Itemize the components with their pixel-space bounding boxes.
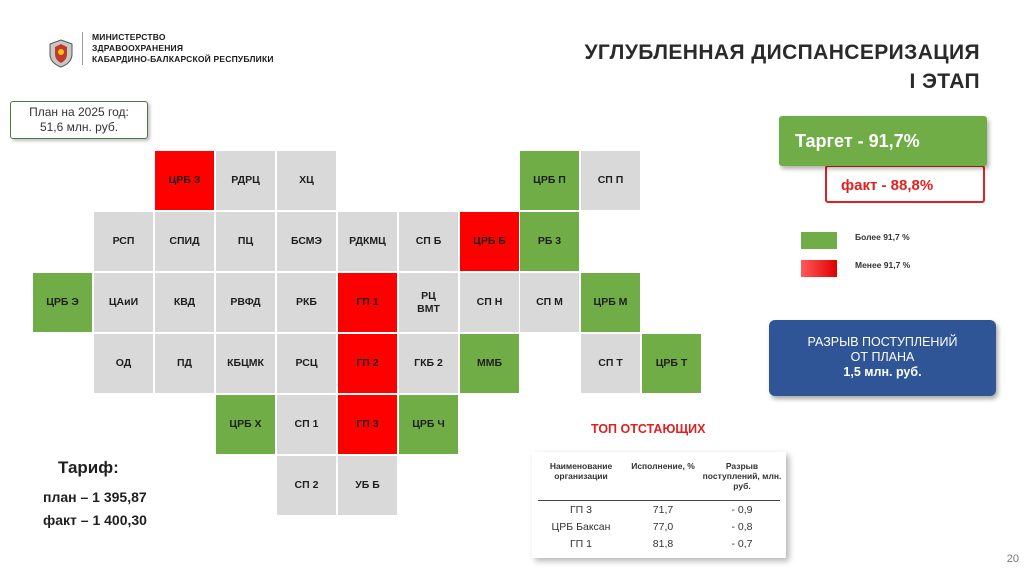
org-cell: ГП 3	[338, 395, 397, 454]
org-cell: ГП 1	[338, 273, 397, 332]
org-cell: ЦРБ Э	[33, 273, 92, 332]
ministry-line-3: КАБАРДИНО-БАЛКАРСКОЙ РЕСПУБЛИКИ	[92, 54, 274, 64]
table-cell-org: ЦРБ Баксан	[551, 521, 611, 533]
org-cell: ЦРБ П	[520, 151, 579, 210]
org-cell: РСЦ	[277, 334, 336, 393]
gap-value: 1,5 млн. руб.	[843, 365, 922, 379]
table-header-org: Наименование организации	[549, 461, 613, 481]
plan-box: План на 2025 год: 51,6 млн. руб.	[10, 101, 148, 139]
org-cell: ЦРБ М	[581, 273, 640, 332]
org-cell: РСП	[94, 212, 153, 271]
org-cell: РДРЦ	[216, 151, 275, 210]
org-cell: СП Н	[460, 273, 519, 332]
org-cell: РКБ	[277, 273, 336, 332]
org-cell: ЦРБ З	[155, 151, 214, 210]
top-lagging-title: ТОП ОТСТАЮЩИХ	[591, 422, 706, 436]
org-cell: КБЦМК	[216, 334, 275, 393]
org-cell: ЦАиИ	[94, 273, 153, 332]
table-cell-gap: - 0,7	[731, 538, 753, 550]
org-cell: БСМЭ	[277, 212, 336, 271]
table-cell-percent: 81,8	[652, 538, 674, 550]
org-cell: РБ 3	[520, 212, 579, 271]
org-cell: ПД	[155, 334, 214, 393]
org-cell: КВД	[155, 273, 214, 332]
tariff-plan: план – 1 395,87	[43, 489, 147, 505]
ministry-line-2: ЗДРАВООХРАНЕНИЯ	[92, 43, 184, 53]
table-cell-org: ГП 3	[570, 504, 592, 516]
org-cell: УБ Б	[338, 456, 397, 515]
org-cell: ОД	[94, 334, 153, 393]
ministry-name: МИНИСТЕРСТВО ЗДРАВООХРАНЕНИЯ КАБАРДИНО-Б…	[82, 32, 282, 65]
org-cell: СП Т	[581, 334, 640, 393]
table-cell-percent: 77,0	[652, 521, 674, 533]
gap-line-2: ОТ ПЛАНА	[850, 350, 915, 364]
org-cell: СП 1	[277, 395, 336, 454]
fact-box: факт - 88,8%	[825, 165, 985, 203]
org-cell: ГКБ 2	[399, 334, 458, 393]
table-header-percent: Исполнение, %	[631, 461, 695, 471]
org-cell: ГП 2	[338, 334, 397, 393]
org-cell: ХЦ	[277, 151, 336, 210]
top-lagging-table: Наименование организации Исполнение, % Р…	[532, 452, 786, 558]
org-cell: ЦРБ Б	[460, 212, 519, 271]
coat-of-arms-logo	[49, 39, 73, 68]
org-cell: СП П	[581, 151, 640, 210]
legend-swatch-red	[801, 260, 837, 277]
org-cell: СП М	[520, 273, 579, 332]
table-cell-percent: 71,7	[652, 504, 674, 516]
org-cell: ЦРБ Х	[216, 395, 275, 454]
gap-line-1: РАЗРЫВ ПОСТУПЛЕНИЙ	[807, 335, 958, 349]
table-cell-gap: - 0,8	[731, 521, 753, 533]
page-title-line-1: УГЛУБЛЕННАЯ ДИСПАНСЕРИЗАЦИЯ	[584, 41, 980, 64]
ministry-line-1: МИНИСТЕРСТВО	[92, 32, 166, 42]
org-cell: СП Б	[399, 212, 458, 271]
page-number: 20	[1006, 553, 1019, 565]
legend-label-above: Более 91,7 %	[855, 232, 910, 242]
page-title: УГЛУБЛЕННАЯ ДИСПАНСЕРИЗАЦИЯ I ЭТАП	[584, 38, 980, 96]
target-box: Таргет - 91,7%	[779, 116, 987, 166]
org-cell: ЦРБ Ч	[399, 395, 458, 454]
legend-label-below: Менее 91,7 %	[855, 260, 911, 270]
fact-label: факт - 88,8%	[841, 177, 934, 194]
tariff-heading: Тариф:	[58, 458, 119, 477]
org-cell: СП 2	[277, 456, 336, 515]
table-header-divider	[538, 500, 780, 501]
revenue-gap-box: РАЗРЫВ ПОСТУПЛЕНИЙ ОТ ПЛАНА 1,5 млн. руб…	[769, 320, 996, 396]
tariff-fact: факт – 1 400,30	[43, 512, 147, 528]
legend-swatch-green	[801, 232, 837, 249]
org-cell: РВФД	[216, 273, 275, 332]
org-cell: ПЦ	[216, 212, 275, 271]
target-label: Таргет - 91,7%	[795, 130, 920, 151]
org-cell: ММБ	[460, 334, 519, 393]
page-title-line-2: I ЭТАП	[909, 70, 980, 93]
table-cell-gap: - 0,9	[731, 504, 753, 516]
org-cell: СПИД	[155, 212, 214, 271]
org-cell: РДКМЦ	[338, 212, 397, 271]
org-cell: РЦ ВМТ	[399, 273, 458, 332]
plan-value: 51,6 млн. руб.	[39, 120, 119, 134]
org-cell: ЦРБ Т	[642, 334, 701, 393]
table-cell-org: ГП 1	[570, 538, 592, 550]
table-header-gap: Разрыв поступлений, млн. руб.	[702, 461, 782, 491]
plan-label: План на 2025 год:	[29, 105, 129, 119]
